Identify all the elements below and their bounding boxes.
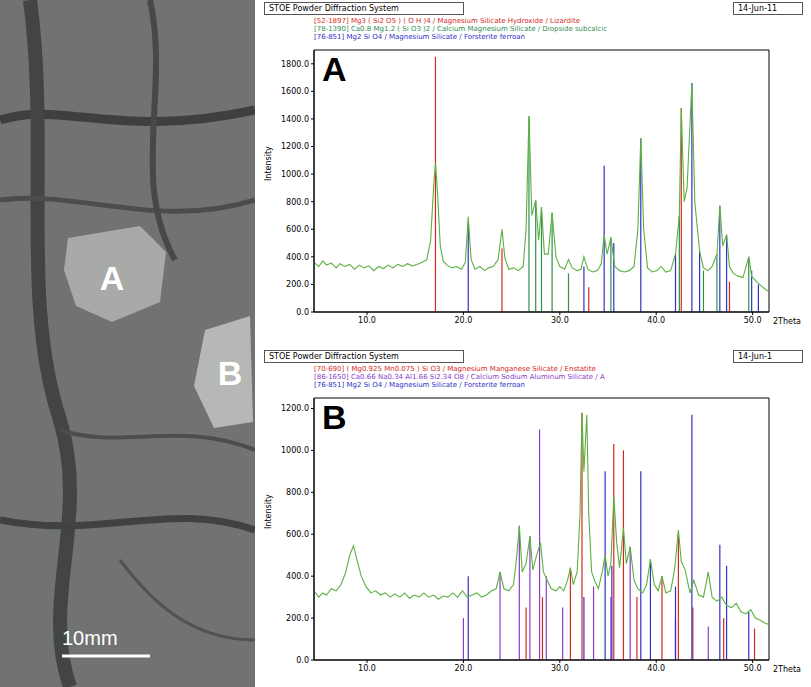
- html-text:[78-1390] Ca0.8 Mg1.2 ( Si O3: [78-1390] Ca0.8 Mg1.2 ( Si O3 )2 / Calci…: [314, 25, 608, 33]
- svg-text:Intensity: Intensity: [264, 494, 273, 529]
- svg-text:1200.0: 1200.0: [281, 404, 309, 413]
- svg-text:40.0: 40.0: [647, 664, 665, 673]
- svg-text:200.0: 200.0: [286, 280, 309, 289]
- html-text:[76-851] Mg2 Si O4 / Magnesium: [76-851] Mg2 Si O4 / Magnesium Silicate …: [314, 33, 525, 41]
- svg-text:1600.0: 1600.0: [281, 87, 309, 96]
- svg-text:1000.0: 1000.0: [281, 446, 309, 455]
- svg-text:Intensity: Intensity: [264, 146, 273, 181]
- svg-text:800.0: 800.0: [286, 488, 309, 497]
- svg-text:0.0: 0.0: [296, 308, 309, 317]
- svg-text:2Theta: 2Theta: [773, 665, 801, 674]
- svg-text:20.0: 20.0: [455, 316, 473, 325]
- svg-text:2Theta: 2Theta: [773, 317, 801, 326]
- svg-text:1000.0: 1000.0: [281, 170, 309, 179]
- svg-text:10.0: 10.0: [358, 316, 376, 325]
- svg-text:B: B: [218, 354, 243, 392]
- svg-text:600.0: 600.0: [286, 225, 309, 234]
- svg-text:50.0: 50.0: [744, 316, 762, 325]
- svg-text:A: A: [100, 259, 125, 297]
- html-text:[70-690] ( Mg0.925 Mn0.075 ) S: [70-690] ( Mg0.925 Mn0.075 ) Si O3 / Mag…: [314, 365, 596, 373]
- svg-text:600.0: 600.0: [286, 530, 309, 539]
- html-text:A: A: [322, 50, 347, 88]
- html-text:[52-1897] Mg3 ( Si2 O5 ) ( O H: [52-1897] Mg3 ( Si2 O5 ) ( O H )4 / Magn…: [314, 17, 580, 25]
- html-text:[86-1650] Ca0.66 Na0.34 Al1.66: [86-1650] Ca0.66 Na0.34 Al1.66 Si2.34 O8…: [314, 373, 605, 381]
- html-text:STOE Powder Diffraction System: STOE Powder Diffraction System: [269, 4, 399, 13]
- svg-text:400.0: 400.0: [286, 572, 309, 581]
- svg-text:800.0: 800.0: [286, 198, 309, 207]
- svg-text:0.0: 0.0: [296, 656, 309, 665]
- html-text:14-Jun-11: 14-Jun-11: [738, 4, 778, 13]
- svg-text:50.0: 50.0: [744, 664, 762, 673]
- svg-text:1400.0: 1400.0: [281, 115, 309, 124]
- html-text:[76-851] Mg2 Si O4 / Magnesium: [76-851] Mg2 Si O4 / Magnesium Silicate …: [314, 381, 525, 389]
- svg-text:1800.0: 1800.0: [281, 60, 309, 69]
- svg-text:20.0: 20.0: [455, 664, 473, 673]
- svg-text:200.0: 200.0: [286, 614, 309, 623]
- svg-text:40.0: 40.0: [647, 316, 665, 325]
- svg-text:10mm: 10mm: [62, 627, 118, 649]
- html-text:B: B: [322, 398, 347, 436]
- svg-text:10.0: 10.0: [358, 664, 376, 673]
- svg-text:30.0: 30.0: [551, 664, 569, 673]
- svg-text:30.0: 30.0: [551, 316, 569, 325]
- html-text:STOE Powder Diffraction System: STOE Powder Diffraction System: [269, 352, 399, 361]
- svg-text:1200.0: 1200.0: [281, 142, 309, 151]
- html-text:14-Jun-1: 14-Jun-1: [738, 352, 772, 361]
- svg-text:400.0: 400.0: [286, 253, 309, 262]
